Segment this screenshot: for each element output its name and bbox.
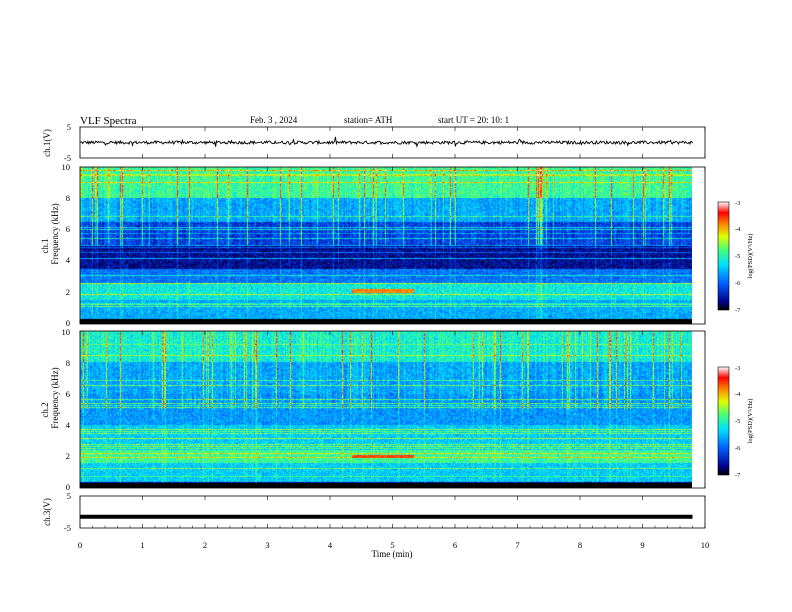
ch1-cb-tick-3: -3	[735, 200, 740, 207]
ch2-spectrogram-ylabel-freq: Frequency (kHz)	[50, 367, 60, 428]
ch1-waveform-trace	[79, 136, 693, 148]
ch2-cb-tick-4: -4	[735, 391, 741, 398]
ch1-ytick-8: 8	[66, 193, 70, 203]
x-tick-label: 1	[140, 540, 144, 550]
ch2-ytick-6: 6	[66, 389, 70, 399]
ch2-cb-tick-7: -7	[735, 472, 741, 479]
ch1-waveform-ylabel: ch.1(V)	[42, 129, 52, 157]
x-tick-label: 5	[390, 540, 394, 550]
ch3-ytick-top: 5	[67, 491, 71, 501]
ch2-colorbar: -3 -4 -5 -6 -7 log(PSD)(V²/Hz)	[717, 365, 754, 479]
x-tick-label: 0	[78, 540, 82, 550]
ch3-waveform-frame	[79, 495, 706, 529]
x-tick-label: 4	[328, 540, 333, 550]
ch1-ytick-0: 0	[66, 318, 70, 328]
ch1-colorbar: -3 -4 -5 -6 -7 log(PSD)(V²/Hz)	[717, 200, 754, 314]
x-tick-label: 6	[453, 540, 457, 550]
ch1-cb-tick-5: -5	[735, 253, 740, 260]
ch1-waveform-panel: 5 -5 ch.1(V)	[42, 122, 706, 163]
ch2-spectrogram-ylabel-channel: ch.2	[40, 402, 50, 417]
ch1-ytick-6: 6	[66, 224, 70, 234]
x-tick-label: 2	[203, 540, 207, 550]
ch2-cb-tick-5: -5	[735, 418, 740, 425]
ch3-ytick-bottom: -5	[64, 523, 71, 533]
x-tick-label: 3	[265, 540, 269, 550]
time-axis-label: Time (min)	[372, 549, 413, 559]
start-time-label: start UT = 20: 10: 1	[438, 115, 509, 125]
station-label: station= ATH	[344, 115, 393, 125]
ch1-spectrogram-ylabel-channel: ch.1	[40, 238, 50, 253]
ch1-ytick-2: 2	[66, 287, 70, 297]
ch3-waveform-panel: 5 -5 ch.3(V)	[42, 491, 706, 533]
ch1-colorbar-scale	[717, 201, 730, 311]
ch2-cb-tick-6: -6	[735, 445, 741, 452]
ch2-spectrogram-panel: 0 2 4 6 8 10 ch.2 Frequency (kHz)	[40, 327, 706, 492]
ch2-colorbar-scale	[717, 366, 730, 476]
ch1-colorbar-label: log(PSD)(V²/Hz)	[747, 234, 754, 279]
ch1-cb-tick-7: -7	[735, 307, 741, 314]
ch2-ytick-8: 8	[66, 358, 70, 368]
ch1-ytick-4: 4	[66, 255, 71, 265]
time-axis: 0 1 2 3 4 5 6 7 8 9 10	[78, 127, 709, 550]
ch2-ytick-0: 0	[66, 482, 70, 492]
ch1-spectrogram-heatmap	[80, 167, 692, 324]
ch2-ytick-4: 4	[66, 420, 71, 430]
ch2-colorbar-label: log(PSD)(V²/Hz)	[747, 399, 754, 444]
date-label: Feb. 3 , 2024	[250, 115, 298, 125]
ch2-ytick-2: 2	[66, 451, 70, 461]
figure-title: VLF Spectra	[80, 115, 137, 127]
x-tick-label: 9	[640, 540, 644, 550]
ch2-spectrogram-heatmap	[80, 331, 692, 488]
ch1-spectrogram-ylabel-freq: Frequency (kHz)	[50, 203, 60, 264]
ch2-ytick-10: 10	[62, 327, 71, 337]
ch2-cb-tick-3: -3	[735, 365, 740, 372]
ch1-cb-tick-6: -6	[735, 280, 741, 287]
ch1-spectrogram-panel: 0 2 4 6 8 10 ch.1 Frequency (kHz)	[40, 162, 706, 328]
ch1-ytick-10: 10	[62, 162, 71, 172]
x-tick-label: 8	[578, 540, 582, 550]
ch1-ytick-top: 5	[67, 122, 71, 132]
ch1-cb-tick-4: -4	[735, 226, 741, 233]
ch3-waveform-ylabel: ch.3(V)	[42, 498, 52, 526]
x-tick-label: 7	[515, 540, 519, 550]
x-tick-label: 10	[701, 540, 710, 550]
ch1-ytick-bottom: -5	[64, 153, 71, 163]
